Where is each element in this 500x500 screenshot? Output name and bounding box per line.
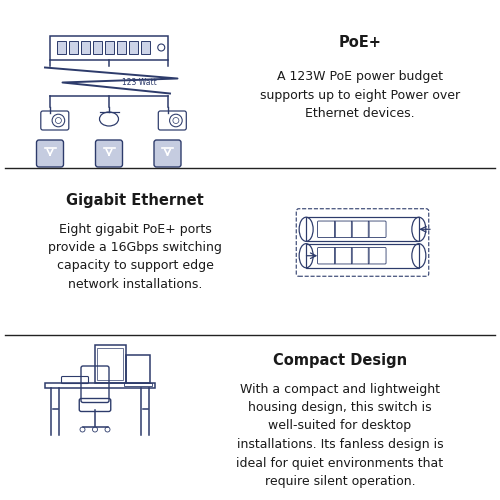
FancyBboxPatch shape	[81, 40, 90, 54]
FancyBboxPatch shape	[69, 40, 78, 54]
FancyBboxPatch shape	[36, 140, 64, 167]
Text: Gigabit Ethernet: Gigabit Ethernet	[66, 192, 204, 208]
FancyBboxPatch shape	[96, 140, 122, 167]
FancyBboxPatch shape	[116, 40, 126, 54]
Text: 123 Watt: 123 Watt	[122, 78, 157, 87]
Text: With a compact and lightweight
housing design, this switch is
well-suited for de: With a compact and lightweight housing d…	[236, 382, 444, 488]
FancyBboxPatch shape	[93, 40, 102, 54]
FancyBboxPatch shape	[154, 140, 181, 167]
FancyBboxPatch shape	[141, 40, 150, 54]
FancyBboxPatch shape	[129, 40, 138, 54]
FancyBboxPatch shape	[57, 40, 66, 54]
Text: Eight gigabit PoE+ ports
provide a 16Gbps switching
capacity to support edge
net: Eight gigabit PoE+ ports provide a 16Gbp…	[48, 222, 222, 291]
FancyBboxPatch shape	[105, 40, 114, 54]
Text: Compact Design: Compact Design	[273, 352, 407, 368]
Text: A 123W PoE power budget
supports up to eight Power over
Ethernet devices.: A 123W PoE power budget supports up to e…	[260, 70, 460, 120]
Text: PoE+: PoE+	[338, 35, 382, 50]
